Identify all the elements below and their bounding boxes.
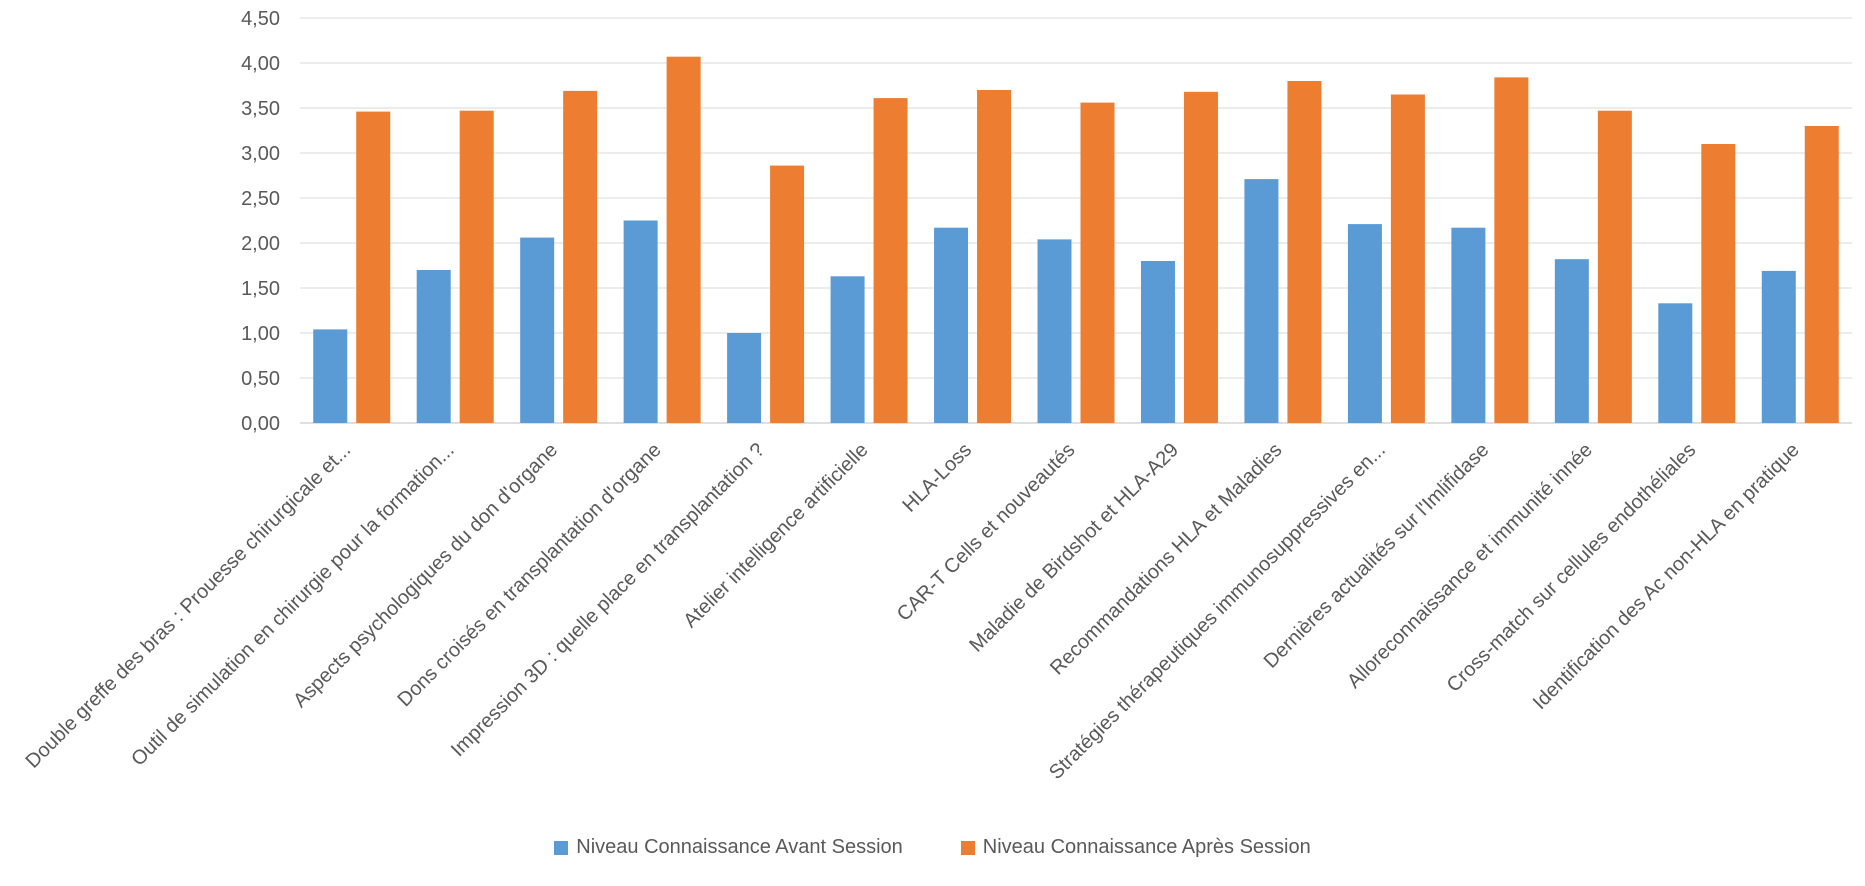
x-tick-label: Maladie de Birdshot et HLA-A29 <box>965 439 1183 657</box>
bars <box>313 56 1839 424</box>
bar-apres <box>873 98 908 423</box>
bar-avant <box>1140 261 1175 423</box>
legend-swatch-avant <box>554 840 569 855</box>
legend-label-apres: Niveau Connaissance Après Session <box>982 836 1311 858</box>
bar-avant <box>1761 270 1796 423</box>
y-tick-label: 4,00 <box>241 53 280 75</box>
y-tick-label: 2,50 <box>241 188 280 210</box>
y-tick-label: 0,50 <box>241 368 280 390</box>
bar-avant <box>416 270 451 423</box>
bar-apres <box>1287 81 1322 423</box>
bar-avant <box>1451 227 1486 423</box>
x-tick-label: Stratégies thérapeutiques immunosuppress… <box>1045 439 1390 784</box>
bar-avant <box>1244 179 1279 423</box>
y-tick-label: 1,50 <box>241 278 280 300</box>
bar-apres <box>459 110 494 423</box>
bar-apres <box>563 90 598 424</box>
x-tick-label: HLA-Loss <box>898 439 976 517</box>
bar-apres <box>1804 126 1839 423</box>
legend-item-apres: Niveau Connaissance Après Session <box>960 836 1311 859</box>
bar-apres <box>1701 144 1736 423</box>
y-tick-label: 3,00 <box>241 143 280 165</box>
legend-swatch-apres <box>960 840 975 855</box>
bar-avant <box>830 276 865 423</box>
bar-apres <box>1494 77 1529 424</box>
bar-avant <box>1347 224 1382 423</box>
bar-apres <box>977 90 1012 423</box>
bar-avant <box>1037 239 1072 423</box>
y-tick-label: 4,50 <box>241 8 280 30</box>
bar-apres <box>1080 102 1115 423</box>
y-tick-label: 2,00 <box>241 233 280 255</box>
bar-avant <box>520 237 555 423</box>
x-tick-label: CAR-T Cells et nouveautés <box>893 439 1080 626</box>
y-tick-label: 0,00 <box>241 413 280 435</box>
y-axis-ticks: 0,00 0,50 1,00 1,50 2,00 2,50 3,00 3,50 4,00 4,50 <box>241 8 280 435</box>
legend: Niveau Connaissance Avant Session Niveau… <box>0 836 1865 859</box>
x-tick-label: Recommandations HLA et Maladies <box>1046 439 1286 679</box>
bar-apres <box>666 56 701 423</box>
y-tick-label: 3,50 <box>241 98 280 120</box>
legend-item-avant: Niveau Connaissance Avant Session <box>554 836 903 859</box>
x-axis-labels: Double greffe des bras : Prouesse chirur… <box>22 439 1804 784</box>
bar-apres <box>356 111 391 423</box>
legend-label-avant: Niveau Connaissance Avant Session <box>576 836 903 858</box>
bar-apres <box>770 165 805 423</box>
x-tick-label: Dernières actualités sur l'Imlifidase <box>1260 439 1494 673</box>
bar-apres <box>1597 110 1632 423</box>
bar-avant <box>1554 259 1589 423</box>
y-tick-label: 1,00 <box>241 323 280 345</box>
bar-avant <box>934 227 969 423</box>
bar-avant <box>313 329 348 423</box>
bar-avant <box>623 220 658 423</box>
bar-apres <box>1183 91 1218 424</box>
bar-avant <box>1658 303 1693 423</box>
x-tick-label: Atelier intelligence artificielle <box>679 439 872 632</box>
bar-apres <box>1390 94 1425 423</box>
gridlines <box>300 17 1852 424</box>
bar-avant <box>727 333 762 423</box>
